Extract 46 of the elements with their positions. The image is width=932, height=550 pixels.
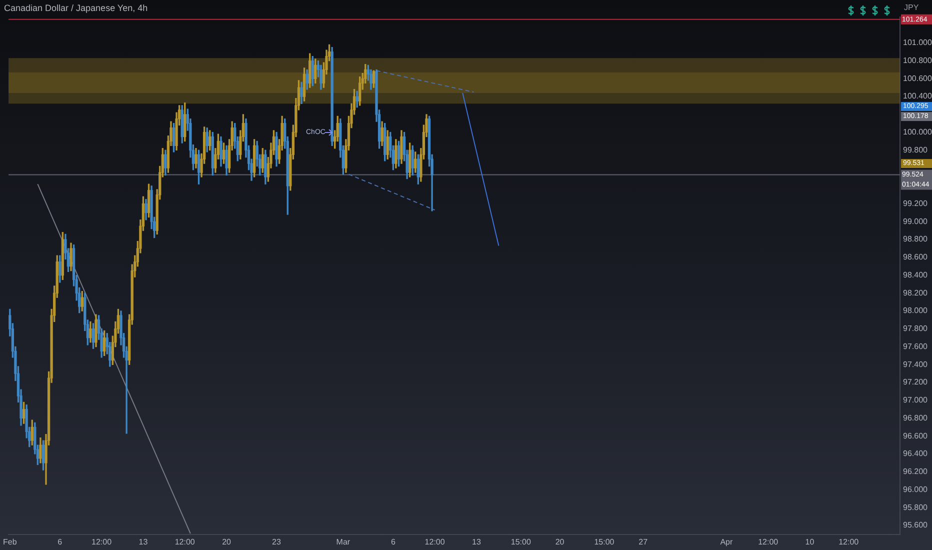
y-tick-label: 98.600 [903,252,928,262]
x-tick-label: 20 [555,537,565,546]
x-tick-label: 12:00 [838,537,860,546]
y-tick-label: 100.400 [903,92,932,101]
x-tick-label: Mar [336,537,350,546]
x-tick-label: 23 [272,537,282,546]
y-tick-label: 100.000 [903,127,932,136]
chart-title: Canadian Dollar / Japanese Yen, 4h [4,3,148,13]
x-tick-label: 27 [638,537,648,546]
y-tick-label: 99.200 [903,198,928,208]
x-tick-label: Apr [720,537,733,546]
y-tick-label: 100.600 [903,74,932,83]
x-tick-label: 12:00 [758,537,779,546]
x-tick-label: 6 [390,537,396,546]
x-tick-label: 13 [138,537,148,546]
y-tick-label: 101.000 [903,38,932,48]
x-tick-label: 15:00 [594,537,615,546]
x-tick-label: 12:00 [424,537,446,546]
y-tick-label: 99.000 [903,216,928,226]
y-tick-label: 96.200 [903,467,928,476]
x-tick-label: Feb [3,537,18,546]
x-tick-label: 12:00 [174,537,196,546]
y-tick-label: 99.800 [903,145,928,154]
y-tick-label: 97.600 [903,342,928,351]
y-tick-label: 98.400 [903,270,928,280]
y-tick-label: 97.800 [903,324,928,334]
x-tick-label: 13 [472,537,482,546]
x-tick-label: 15:00 [510,537,532,546]
x-tick-label: 6 [58,537,63,546]
y-tick-label: 95.800 [903,502,928,512]
y-tick-label: 96.000 [903,484,928,494]
x-tick-label: 20 [222,537,232,546]
y-tick-label: 97.000 [903,396,928,405]
y-tick-label: 97.200 [903,378,928,387]
y-axis-title: JPY [904,3,919,12]
y-tick-label: 95.600 [903,520,928,530]
y-tick-label: 98.000 [903,306,928,316]
y-tick-label: 98.200 [903,288,928,298]
x-tick-label: 12:00 [92,537,112,546]
y-tick-label: 96.600 [903,431,928,440]
y-tick-label: 98.800 [903,234,928,244]
y-tick-label: 97.400 [903,360,928,369]
y-tick-label: 100.800 [903,56,932,65]
y-tick-label: 96.800 [903,413,928,422]
x-tick-label: 10 [805,537,815,546]
y-tick-label: 96.400 [903,449,928,458]
